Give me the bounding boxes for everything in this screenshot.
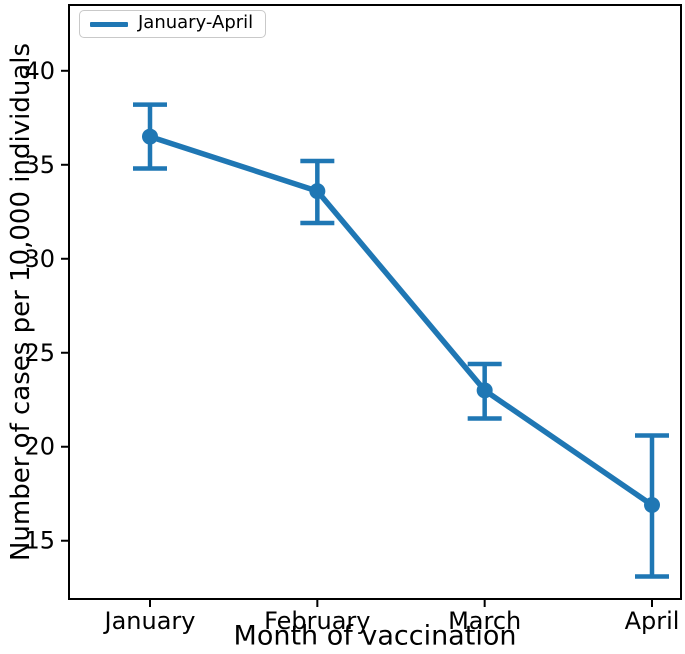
y-tick-label: 15 xyxy=(24,527,55,555)
data-point-marker xyxy=(476,382,493,399)
data-point-marker xyxy=(644,497,660,514)
data-point-marker xyxy=(142,128,158,145)
y-tick-label: 25 xyxy=(24,339,55,367)
x-tick-label: February xyxy=(264,607,370,635)
x-tick-label: January xyxy=(103,607,196,635)
data-line xyxy=(147,133,655,508)
legend: January-April xyxy=(79,10,267,38)
x-axis-label: Month of vaccination xyxy=(233,620,517,652)
x-tick-label: March xyxy=(448,607,521,635)
y-tick-label: 40 xyxy=(24,57,55,85)
y-tick-label: 20 xyxy=(24,433,55,461)
legend-line-swatch xyxy=(90,21,128,27)
data-point-marker xyxy=(309,183,326,200)
error-bars xyxy=(133,102,669,579)
y-tick-label: 35 xyxy=(24,151,55,179)
y-tick-label: 30 xyxy=(24,245,55,273)
y-axis-label: Number of cases per 10,000 individuals xyxy=(6,42,36,562)
plot-border xyxy=(68,4,682,600)
legend-label: January-April xyxy=(138,12,254,33)
x-tick-label: April xyxy=(625,607,680,635)
